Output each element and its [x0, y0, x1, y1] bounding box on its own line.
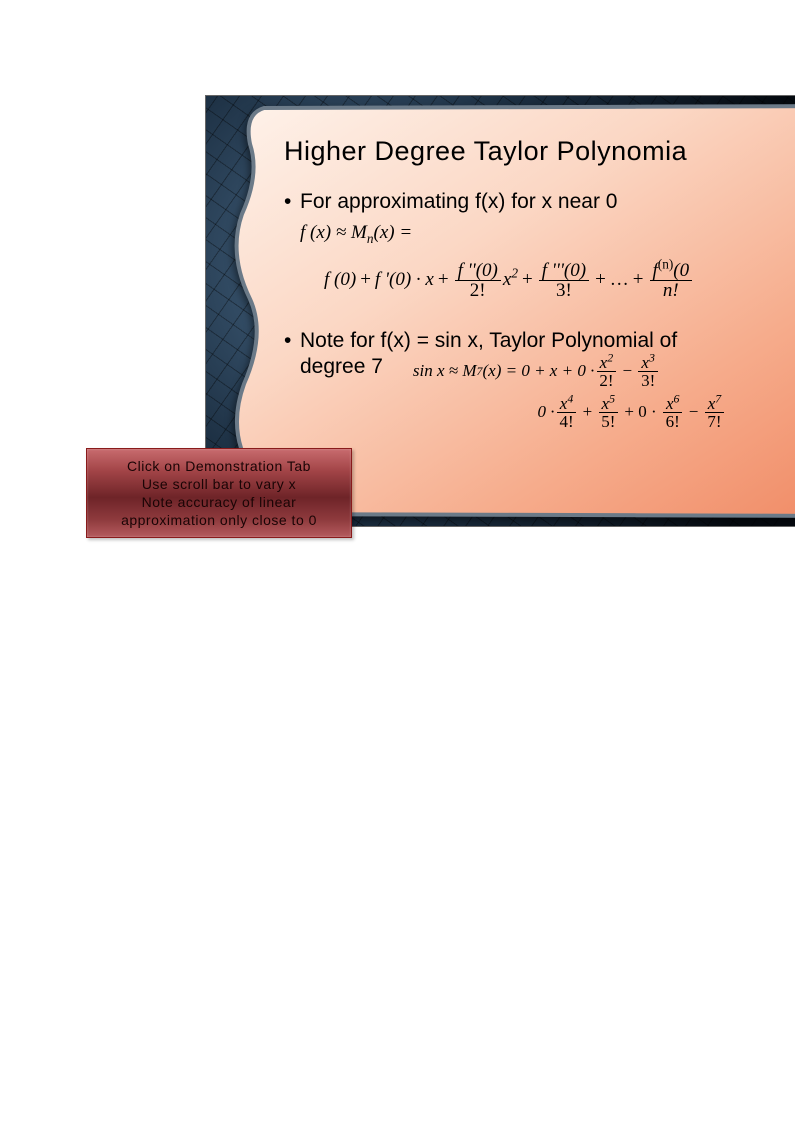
- frac-f2-den: 2!: [467, 281, 489, 300]
- formula-expansion: f (0) + f '(0) · x + f ''(0) 2! x2 + f '…: [324, 261, 795, 300]
- bullet-approx: For approximating f(x) for x near 0 f (x…: [284, 189, 795, 300]
- bullet-sin-line2: degree 7: [300, 354, 383, 380]
- formula-lhs-tail: (x) =: [374, 222, 413, 243]
- minus-icon: −: [685, 403, 703, 422]
- formula-lhs-sub: n: [367, 231, 374, 246]
- instruction-callout: Click on Demonstration Tab Use scroll ba…: [86, 448, 352, 538]
- frac-x4-den: 4!: [556, 413, 576, 430]
- frac-x3-den: 3!: [638, 372, 658, 389]
- callout-line-4: approximation only close to 0: [87, 512, 351, 528]
- frac-x6: x6 6!: [663, 395, 683, 430]
- term-x2-sup: 2: [511, 265, 518, 280]
- dots: …: [610, 270, 629, 291]
- plus-icon: +: [579, 403, 597, 422]
- frac-x3-num: x3: [638, 354, 658, 372]
- callout-line-1: Click on Demonstration Tab: [87, 458, 351, 474]
- bullet-sin-line1: Note for f(x) = sin x, Taylor Polynomial…: [300, 329, 677, 352]
- callout-line-2: Use scroll bar to vary x: [87, 476, 351, 492]
- frac-x6-num: x6: [663, 395, 683, 413]
- frac-x4-num-sup: 4: [567, 391, 573, 405]
- frac-x4: x4 4!: [556, 395, 576, 430]
- frac-x2-den: 2!: [596, 372, 616, 389]
- plus-icon: +: [518, 270, 537, 291]
- plus-icon: +: [629, 270, 648, 291]
- frac-f3-den: 3!: [553, 281, 575, 300]
- callout-line-3: Note accuracy of linear: [87, 494, 351, 510]
- sin-row2-mid: + 0 ·: [620, 403, 660, 422]
- term-x2: x2: [503, 270, 518, 291]
- sin-lhs-a: sin x ≈ M: [413, 362, 477, 381]
- frac-fn-num-sup: (n): [658, 256, 674, 271]
- frac-x2: x2 2!: [596, 354, 616, 389]
- plus-icon: +: [434, 270, 453, 291]
- frac-fn-num: f(n)(0: [650, 261, 693, 281]
- frac-f2: f ''(0) 2!: [455, 261, 501, 300]
- frac-x3-num-sup: 3: [649, 350, 655, 364]
- frac-x2-num-sup: 2: [607, 350, 613, 364]
- frac-x3: x3 3!: [638, 354, 658, 389]
- frac-fn: f(n)(0 n!: [650, 261, 693, 300]
- sin-row2-lead: 0 ·: [537, 403, 554, 422]
- frac-x5-num: x5: [599, 395, 619, 413]
- sin-lhs-b: (x) = 0 + x + 0 ·: [483, 362, 595, 381]
- frac-x5-num-x: x: [602, 394, 610, 413]
- slide-content: Higher Degree Taylor Polynomia For appro…: [284, 136, 795, 444]
- bullet-approx-text: For approximating f(x) for x near 0: [300, 190, 617, 213]
- frac-fn-den: n!: [660, 281, 682, 300]
- frac-x6-num-x: x: [666, 394, 674, 413]
- frac-x5: x5 5!: [598, 395, 618, 430]
- frac-x6-den: 6!: [663, 413, 683, 430]
- frac-x3-num-x: x: [641, 353, 649, 372]
- minus-icon: −: [619, 362, 637, 381]
- frac-f3-num: f '''(0): [539, 261, 589, 281]
- formula-lhs-main: f (x) ≈ M: [300, 222, 367, 243]
- slide-title: Higher Degree Taylor Polynomia: [284, 136, 795, 167]
- frac-x6-num-sup: 6: [674, 391, 680, 405]
- term-f1: f '(0) · x: [375, 270, 434, 291]
- formula-lhs: f (x) ≈ Mn(x) =: [300, 223, 795, 246]
- frac-fn-num-tail: (0: [673, 260, 689, 281]
- frac-f3: f '''(0) 3!: [539, 261, 589, 300]
- frac-x2-num: x2: [597, 354, 617, 372]
- frac-x7-den: 7!: [704, 413, 724, 430]
- plus-icon: +: [591, 270, 610, 291]
- term-f0: f (0): [324, 270, 356, 291]
- frac-x7-num: x7: [705, 395, 725, 413]
- sin-formula-row2: 0 · x4 4! + x5 5! + 0 · x6: [420, 395, 795, 430]
- bullet-sin: Note for f(x) = sin x, Taylor Polynomial…: [284, 328, 795, 430]
- frac-x4-num: x4: [557, 395, 577, 413]
- sin-formula-row1: sin x ≈ M7(x) = 0 + x + 0 · x2 2! − x3 3…: [413, 354, 660, 389]
- frac-x5-num-sup: 5: [609, 391, 615, 405]
- frac-x7: x7 7!: [704, 395, 724, 430]
- frac-f2-num: f ''(0): [455, 261, 501, 281]
- plus-icon: +: [356, 270, 375, 291]
- frac-x7-num-sup: 7: [715, 391, 721, 405]
- frac-x5-den: 5!: [598, 413, 618, 430]
